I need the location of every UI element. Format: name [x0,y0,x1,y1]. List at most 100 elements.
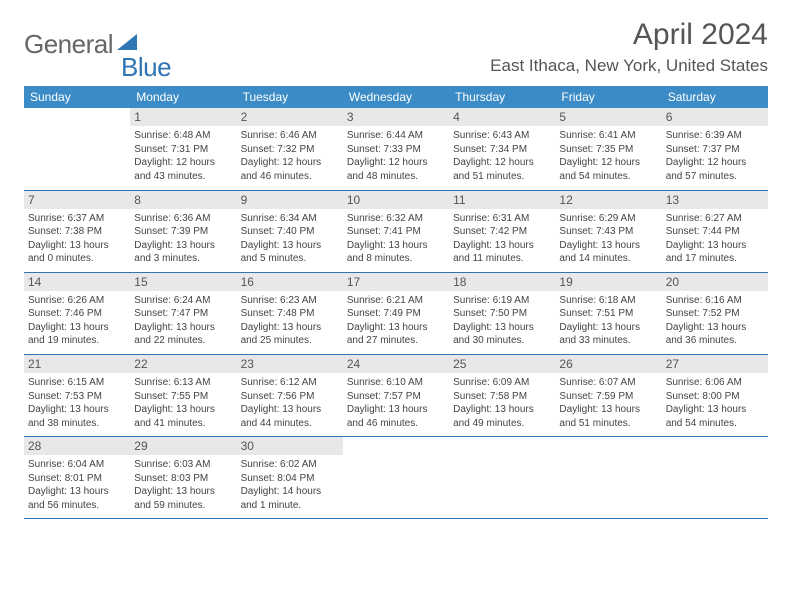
day-number: 9 [237,191,343,209]
sunrise-text: Sunrise: 6:19 AM [453,294,551,308]
title-block: April 2024 East Ithaca, New York, United… [490,18,768,76]
sunrise-text: Sunrise: 6:27 AM [666,212,764,226]
day-number: 8 [130,191,236,209]
sunrise-text: Sunrise: 6:44 AM [347,129,445,143]
sunset-text: Sunset: 8:04 PM [241,472,339,486]
day-number: 23 [237,355,343,373]
calendar-row: 14Sunrise: 6:26 AMSunset: 7:46 PMDayligh… [24,272,768,354]
calendar-cell: 4Sunrise: 6:43 AMSunset: 7:34 PMDaylight… [449,108,555,190]
sunrise-text: Sunrise: 6:36 AM [134,212,232,226]
daylight-text: Daylight: 12 hours and 51 minutes. [453,156,551,183]
calendar-cell: 2Sunrise: 6:46 AMSunset: 7:32 PMDaylight… [237,108,343,190]
sunset-text: Sunset: 8:00 PM [666,390,764,404]
sunrise-text: Sunrise: 6:02 AM [241,458,339,472]
calendar-table: Sunday Monday Tuesday Wednesday Thursday… [24,86,768,519]
daylight-text: Daylight: 13 hours and 36 minutes. [666,321,764,348]
sunrise-text: Sunrise: 6:03 AM [134,458,232,472]
day-number: 15 [130,273,236,291]
daylight-text: Daylight: 13 hours and 56 minutes. [28,485,126,512]
sunrise-text: Sunrise: 6:21 AM [347,294,445,308]
calendar-cell: 19Sunrise: 6:18 AMSunset: 7:51 PMDayligh… [555,272,661,354]
calendar-cell: 13Sunrise: 6:27 AMSunset: 7:44 PMDayligh… [662,190,768,272]
sunset-text: Sunset: 7:39 PM [134,225,232,239]
daylight-text: Daylight: 13 hours and 5 minutes. [241,239,339,266]
calendar-cell: 25Sunrise: 6:09 AMSunset: 7:58 PMDayligh… [449,354,555,436]
calendar-cell: 12Sunrise: 6:29 AMSunset: 7:43 PMDayligh… [555,190,661,272]
sunrise-text: Sunrise: 6:29 AM [559,212,657,226]
daylight-text: Daylight: 13 hours and 3 minutes. [134,239,232,266]
day-number: 27 [662,355,768,373]
sunset-text: Sunset: 7:43 PM [559,225,657,239]
calendar-cell: 8 Sunrise: 6:36 AMSunset: 7:39 PMDaylight… [130,190,236,272]
logo-text-general: General [24,29,113,60]
calendar-cell: 6 Sunrise: 6:39 AMSunset: 7:37 PMDaylight… [662,108,768,190]
daylight-text: Daylight: 13 hours and 19 minutes. [28,321,126,348]
day-number: 17 [343,273,449,291]
sunrise-text: Sunrise: 6:41 AM [559,129,657,143]
calendar-cell: 7Sunrise: 6:37 AMSunset: 7:38 PMDaylight… [24,190,130,272]
daylight-text: Daylight: 14 hours and 1 minute. [241,485,339,512]
sunset-text: Sunset: 7:46 PM [28,307,126,321]
sunset-text: Sunset: 7:50 PM [453,307,551,321]
day-number: 6 [662,108,768,126]
calendar-cell [343,437,449,519]
daylight-text: Daylight: 13 hours and 41 minutes. [134,403,232,430]
calendar-cell: 16Sunrise: 6:23 AMSunset: 7:48 PMDayligh… [237,272,343,354]
calendar-row: 21 Sunrise: 6:15 AMSunset: 7:53 PM Dayligh… [24,354,768,436]
daylight-text: Daylight: 13 hours and 27 minutes. [347,321,445,348]
calendar-cell [449,437,555,519]
daylight-text: Daylight: 12 hours and 48 minutes. [347,156,445,183]
day-number: 2 [237,108,343,126]
day-number: 11 [449,191,555,209]
calendar-cell: 27 Sunrise: 6:06 AMSunset: 8:00 PMDayligh… [662,354,768,436]
sunset-text: Sunset: 7:35 PM [559,143,657,157]
month-title: April 2024 [490,18,768,52]
sunset-text: Sunset: 7:41 PM [347,225,445,239]
daylight-text: Daylight: 13 hours and 8 minutes. [347,239,445,266]
weekday-header: Wednesday [343,86,449,108]
calendar-cell: 17Sunrise: 6:21 AMSunset: 7:49 PMDayligh… [343,272,449,354]
sunrise-text: Sunrise: 6:18 AM [559,294,657,308]
calendar-cell: 28Sunrise: 6:04 AMSunset: 8:01 PMDayligh… [24,437,130,519]
calendar-cell: 10Sunrise: 6:32 AMSunset: 7:41 PMDayligh… [343,190,449,272]
sunset-text: Sunset: 8:01 PM [28,472,126,486]
sunset-text: Sunset: 7:37 PM [666,143,764,157]
calendar-cell: 26Sunrise: 6:07 AMSunset: 7:59 PMDayligh… [555,354,661,436]
sunset-text: Sunset: 7:34 PM [453,143,551,157]
day-number: 30 [237,437,343,455]
day-number: 5 [555,108,661,126]
daylight-text: Daylight: 13 hours and 0 minutes. [28,239,126,266]
sunrise-text: Sunrise: 6:15 AM [28,376,126,390]
sunset-text: Sunset: 7:56 PM [241,390,339,404]
calendar-cell: 24Sunrise: 6:10 AMSunset: 7:57 PMDayligh… [343,354,449,436]
calendar-cell: 23Sunrise: 6:12 AMSunset: 7:56 PMDayligh… [237,354,343,436]
calendar-cell: 21Sunrise: 6:15 AMSunset: 7:53 PMDayligh… [24,354,130,436]
day-number: 24 [343,355,449,373]
day-number: 14 [24,273,130,291]
day-number: 16 [237,273,343,291]
sunset-text: Sunset: 7:53 PM [28,390,126,404]
calendar-cell [662,437,768,519]
daylight-text: Daylight: 13 hours and 14 minutes. [559,239,657,266]
weekday-header: Tuesday [237,86,343,108]
weekday-header: Saturday [662,86,768,108]
daylight-text: Daylight: 13 hours and 46 minutes. [347,403,445,430]
sunrise-text: Sunrise: 6:32 AM [347,212,445,226]
daylight-text: Daylight: 13 hours and 54 minutes. [666,403,764,430]
sunrise-text: Sunrise: 6:37 AM [28,212,126,226]
day-number: 7 [24,191,130,209]
daylight-text: Daylight: 12 hours and 43 minutes. [134,156,232,183]
day-number: 21 [24,355,130,373]
sunset-text: Sunset: 7:59 PM [559,390,657,404]
weekday-header: Thursday [449,86,555,108]
weekday-header-row: Sunday Monday Tuesday Wednesday Thursday… [24,86,768,108]
calendar-cell: 1Sunrise: 6:48 AMSunset: 7:31 PMDaylight… [130,108,236,190]
sunset-text: Sunset: 7:55 PM [134,390,232,404]
sunrise-text: Sunrise: 6:10 AM [347,376,445,390]
sunset-text: Sunset: 7:51 PM [559,307,657,321]
daylight-text: Daylight: 12 hours and 57 minutes. [666,156,764,183]
sunset-text: Sunset: 8:03 PM [134,472,232,486]
sunrise-text: Sunrise: 6:39 AM [666,129,764,143]
sunrise-text: Sunrise: 6:06 AM [666,376,764,390]
sunrise-text: Sunrise: 6:31 AM [453,212,551,226]
